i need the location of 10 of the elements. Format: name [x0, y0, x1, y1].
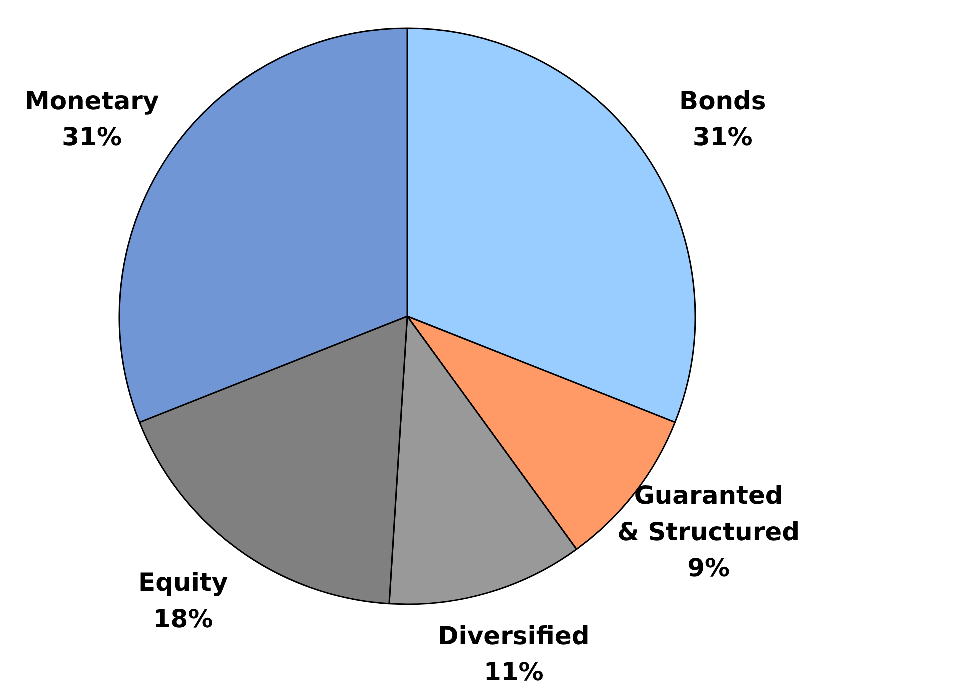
data-label: 18%	[153, 604, 214, 634]
slice-label: Equity	[138, 568, 228, 598]
slice-label: Diversified	[438, 621, 590, 650]
data-label: 9%	[688, 554, 730, 583]
data-label: 31%	[692, 122, 753, 152]
slice-label: Monetary	[24, 86, 160, 116]
data-label: 11%	[484, 658, 544, 687]
slice-label: Guaranted & Structured	[618, 481, 800, 546]
slice-label: Bonds	[680, 86, 766, 116]
data-label: 31%	[62, 122, 122, 152]
